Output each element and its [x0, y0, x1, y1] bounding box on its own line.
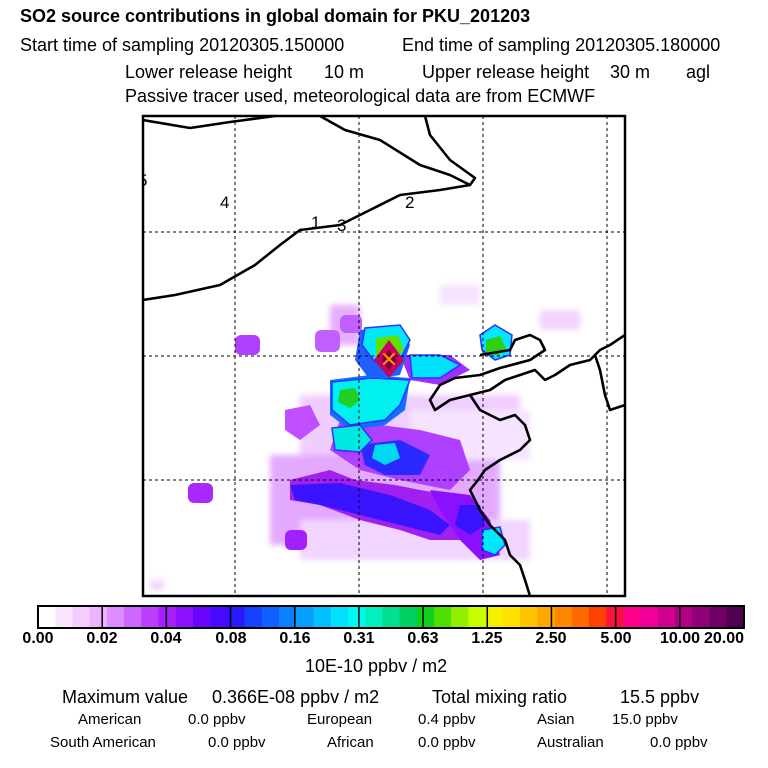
region-value-south-american: 0.0 ppbv [208, 734, 266, 751]
colorbar-tick-label: 0.02 [86, 630, 118, 647]
graticule [143, 116, 625, 596]
region-value-australian: 0.0 ppbv [650, 734, 708, 751]
region-value-asian: 15.0 ppbv [612, 711, 678, 728]
contour-peak [374, 340, 404, 378]
lower-release-label: Lower release height [125, 62, 293, 82]
colorbar-swatch [38, 606, 56, 628]
colorbar-swatch [158, 606, 177, 628]
colorbar-swatch [589, 606, 607, 628]
max-value: 0.366E-08 ppbv / m2 [212, 687, 380, 707]
colorbar-swatch [657, 606, 676, 628]
colorbar-swatch [537, 606, 556, 628]
colorbar-swatch [571, 606, 590, 628]
region-markers: 5 4 1 3 2 [138, 171, 414, 235]
coastlines [143, 116, 625, 596]
colorbar-tick-label: 0.16 [279, 630, 311, 647]
region-marker-5: 5 [138, 171, 147, 190]
colorbar-swatch [106, 606, 125, 628]
colorbar-swatch [330, 606, 349, 628]
colorbar-swatch [520, 606, 538, 628]
colorbar-swatch [141, 606, 160, 628]
colorbar-swatch [416, 606, 435, 628]
total-mixing-value: 15.5 ppbv [620, 687, 700, 707]
region-name-american: American [78, 711, 142, 728]
region-marker-3: 3 [337, 216, 346, 235]
region-marker-1: 1 [311, 213, 320, 232]
region-value-european: 0.4 ppbv [418, 711, 476, 728]
colorbar-swatch [347, 606, 366, 628]
colorbar-tick-label: 2.50 [535, 630, 567, 647]
colorbar-swatch [313, 606, 332, 628]
lower-release-value: 10 m [324, 62, 365, 82]
colorbar-tick-label: 1.25 [471, 630, 503, 647]
receptor-marker-icon: ✕ [380, 348, 398, 373]
region-name-south-american: South American [50, 734, 156, 751]
upper-release-value: 30 m [610, 62, 651, 82]
map-area: 5 4 1 3 2 ✕ [138, 116, 625, 596]
colorbar-swatch [502, 606, 521, 628]
map-frame [141, 114, 627, 598]
colorbar-tick-label: 10.00 [659, 630, 701, 647]
colorbar-swatch [296, 606, 315, 628]
colorbar-swatch [210, 606, 229, 628]
colorbar-swatch [468, 606, 487, 628]
colorbar-tick-label: 0.63 [407, 630, 439, 647]
colorbar-unit: 10E-10 ppbv / m2 [305, 656, 448, 676]
colorbar-tick-label: 0.00 [22, 630, 54, 647]
colorbar-swatch [365, 606, 383, 628]
colorbar-swatch [399, 606, 418, 628]
region-marker-4: 4 [220, 193, 229, 212]
colorbar-swatch [89, 606, 108, 628]
colorbar-swatch [175, 606, 194, 628]
region-value-african: 0.0 ppbv [418, 734, 476, 751]
plot-title: SO2 source contributions in global domai… [20, 6, 531, 26]
max-value-label: Maximum value [62, 687, 189, 707]
colorbar-swatch [382, 606, 401, 628]
colorbar-tick-label: 0.31 [343, 630, 375, 647]
colorbar [38, 606, 745, 628]
region-name-australian: Australian [537, 734, 604, 751]
colorbar-swatch [485, 606, 504, 628]
upper-release-label: Upper release height [422, 62, 590, 82]
colorbar-frame [37, 605, 745, 629]
colorbar-swatch [623, 606, 642, 628]
tracer-note: Passive tracer used, meteorological data… [125, 86, 596, 106]
colorbar-swatch [451, 606, 470, 628]
region-marker-2: 2 [405, 193, 414, 212]
colorbar-swatch [244, 606, 263, 628]
colorbar-swatch [279, 606, 297, 628]
region-value-american: 0.0 ppbv [188, 711, 246, 728]
colorbar-swatch [675, 606, 693, 628]
colorbar-swatch [434, 606, 452, 628]
upper-release-unit: agl [686, 62, 711, 82]
region-name-african: African [327, 734, 374, 751]
colorbar-ticks [101, 606, 681, 628]
colorbar-swatch [72, 606, 91, 628]
colorbar-swatch [726, 606, 745, 628]
colorbar-swatch [692, 606, 711, 628]
colorbar-swatch [192, 606, 211, 628]
region-name-european: European [307, 711, 373, 728]
contour-cyan [331, 324, 513, 556]
end-time: End time of sampling 20120305.180000 [402, 35, 721, 55]
total-mixing-label: Total mixing ratio [432, 687, 568, 707]
colorbar-swatch [554, 606, 573, 628]
concentration-field [150, 285, 580, 590]
colorbar-tick-label: 5.00 [600, 630, 632, 647]
region-name-asian: Asian [537, 711, 575, 728]
colorbar-swatch [261, 606, 280, 628]
colorbar-swatch [55, 606, 74, 628]
colorbar-swatch [709, 606, 728, 628]
colorbar-tick-label: 20.00 [703, 630, 745, 647]
colorbar-tick-label: 0.04 [150, 630, 182, 647]
colorbar-swatch [227, 606, 246, 628]
start-time: Start time of sampling 20120305.150000 [20, 35, 345, 55]
colorbar-swatch [124, 606, 142, 628]
colorbar-swatch [640, 606, 659, 628]
colorbar-tick-label: 0.08 [215, 630, 247, 647]
